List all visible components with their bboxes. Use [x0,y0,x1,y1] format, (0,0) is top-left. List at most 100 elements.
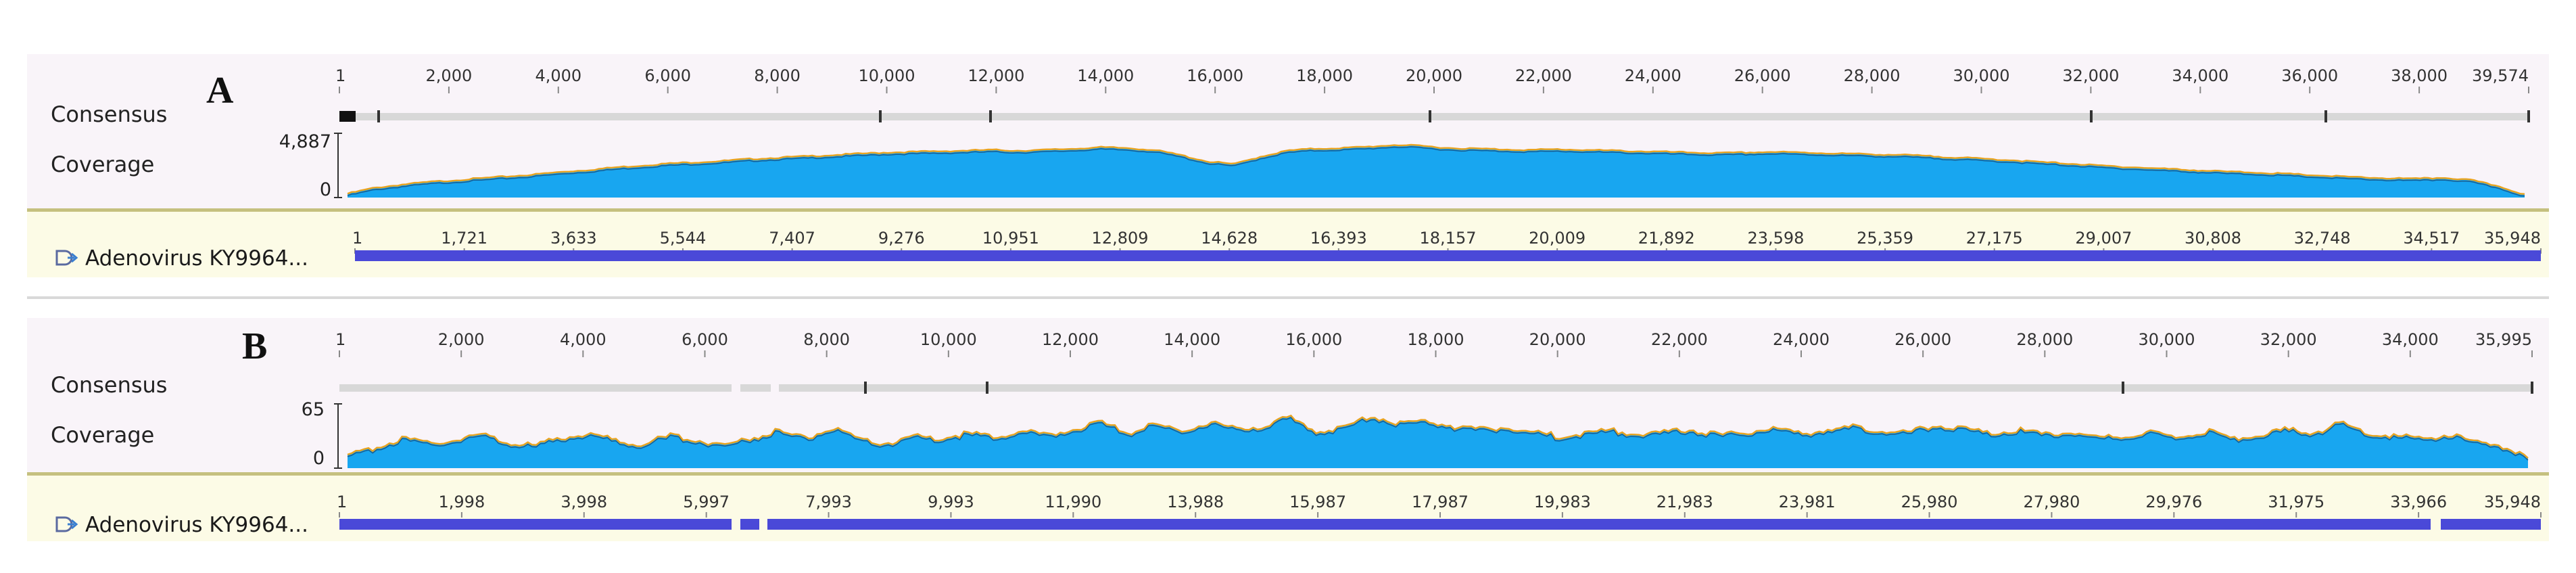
panel-a-ruler-label: 16,000 [1187,66,1243,85]
panel-b-consensus-label: Consensus [51,372,168,398]
panel-b-ruler-label: 18,000 [1408,330,1464,349]
panel-a-reference-ruler-label: 20,009 [1529,229,1585,248]
panel-a-reference-ruler-label: 7,407 [769,229,815,248]
panel-a-ruler-label: 38,000 [2391,66,2448,85]
panel-a-consensus-mark [989,110,992,122]
panel-b-reference-ruler-label: 1,998 [439,492,485,511]
panel-a-reference-ruler-label: 25,359 [1857,229,1913,248]
panel-a-reference-ruler-label: 32,748 [2294,229,2351,248]
panel-b-reference-ruler-label: 11,990 [1045,492,1101,511]
panel-a-reference-ruler-label: 35,948 [2484,229,2541,248]
panel-b-ruler-label: 30,000 [2139,330,2195,349]
panel-b-consensus-gap [732,384,740,392]
panel-b-consensus-mark [864,382,867,394]
panel-a-coverage-outline [347,143,2525,195]
panel-a-consensus-mark [2527,110,2530,122]
panel-b-consensus-mark [2122,382,2124,394]
panel-b-coverage-area [348,415,2528,468]
panel-b-reference-ruler-label: 29,976 [2145,492,2202,511]
panel-a-tracks: 1 2,000 4,000 6,000 8,000 10,000 12,000 14,000 1… [334,66,2542,261]
panel-a-reference-ruler-label: 27,175 [1966,229,2023,248]
panel-a-reference-ruler-label: 29,007 [2075,229,2132,248]
panel-b-reference-ruler-label: 25,980 [1901,492,1958,511]
panel-b-reference-bar [339,519,2541,530]
panel-a-ruler-label: 28,000 [1844,66,1901,85]
panel-a-ruler-label: 20,000 [1406,66,1462,85]
panel-b-tracks: 1 2,000 4,000 6,000 8,000 10,000 12,000 14,000 1… [334,330,2542,530]
panel-b-ruler-label: 24,000 [1773,330,1830,349]
panel-a-ruler-label: 34,000 [2172,66,2228,85]
panel-a-reference-ruler-label: 1 [352,229,362,248]
panel-a-letter: A [206,70,234,112]
panel-b-coverage-edge [347,417,2529,461]
panel-a-ruler-label: 12,000 [968,66,1024,85]
panel-a-consensus-mark [1429,110,1431,122]
panel-a-reference-ruler-label: 12,809 [1092,229,1149,248]
panel-b-ruler-label: 26,000 [1894,330,1951,349]
panel-b-ruler-label: 12,000 [1042,330,1099,349]
panel-a-consensus-bar [339,113,2529,120]
panel-a-reference-band [27,212,2549,277]
panel-a-reference-ruler-label: 1,721 [441,229,487,248]
panel-a-consensus-label: Consensus [51,101,168,127]
panel-b-consensus-mark [986,382,988,394]
panel-a: A Consensus Coverage 4,887 0 Adenovirus … [27,54,2549,277]
panel-a-reference-ruler-label: 21,892 [1638,229,1695,248]
panel-a-reference-name[interactable]: Adenovirus KY9964... [85,246,308,271]
panel-b-ruler-label: 16,000 [1285,330,1342,349]
panel-b-ruler-label: 20,000 [1529,330,1586,349]
panel-b-reference-ruler-label: 35,948 [2484,492,2541,511]
panel-b-ruler-label: 2,000 [438,330,485,349]
panel-a-reference-ruler-label: 9,276 [878,229,925,248]
panel-a-reference-ruler-label: 14,628 [1201,229,1258,248]
panel-a-reference-ruler-label: 16,393 [1310,229,1367,248]
panel-b-coverage-label: Coverage [51,422,155,448]
panel-a-ruler-label: 6,000 [644,66,691,85]
panel-b-reference-name[interactable]: Adenovirus KY9964... [85,513,308,537]
panel-a-reference-ruler-label: 5,544 [660,229,707,248]
panel-b-ruler-label: 34,000 [2382,330,2439,349]
panel-a-consensus-mark [879,110,882,122]
panel-b-reference-ruler-label: 33,966 [2390,492,2447,511]
panel-b-ruler-label: 1 [335,330,345,349]
panel-b-reference-ruler-label: 13,988 [1167,492,1224,511]
panel-b-separator [27,472,2549,476]
panel-b-ruler-label: 35,995 [2475,330,2532,349]
reference-sequence-icon[interactable] [55,516,78,534]
panel-a-ruler-label: 36,000 [2281,66,2338,85]
panel-b-coverage-max: 65 [301,399,325,420]
panel-a-ruler-label: 24,000 [1625,66,1681,85]
panel-a-ruler-label: 8,000 [754,66,801,85]
panel-a-ruler-label: 4,000 [535,66,581,85]
panel-a-ruler-label: 1 [335,66,345,85]
panel-b-reference-ruler-label: 21,983 [1656,492,1713,511]
panel-b-ruler-label: 8,000 [803,330,850,349]
panel-a-ruler-label: 14,000 [1077,66,1134,85]
panel-a-coverage-max: 4,887 [279,131,331,152]
panel-b-coverage-min: 0 [312,448,325,469]
panel-a-reference-bar [355,250,2541,261]
panel-b-reference-gap [759,518,767,530]
panel-a-reference-ruler-label: 3,633 [550,229,597,248]
panel-a-coverage-edge [347,146,2525,197]
panel-a-reference-ruler-label: 23,598 [1747,229,1804,248]
panel-b-reference-band [27,476,2549,541]
panel-b-reference-ruler-label: 15,987 [1289,492,1346,511]
panel-b-ruler-label: 6,000 [682,330,728,349]
panel-b-reference-ruler-label: 23,981 [1779,492,1836,511]
panel-a-ruler-label: 30,000 [1953,66,2010,85]
panel-b-reference-gap [2431,518,2441,530]
panel-b-ruler-label: 22,000 [1651,330,1708,349]
panel-b-reference-ruler-label: 9,993 [928,492,974,511]
panel-a-coverage-label: Coverage [51,152,155,177]
panel-a-ruler-label: 26,000 [1734,66,1791,85]
panel-b-reference-gap [732,518,740,530]
panel-a-coverage-min: 0 [319,179,331,200]
panel-b-ruler-label: 4,000 [560,330,606,349]
reference-sequence-icon[interactable] [55,250,78,267]
panel-a-consensus-mark [2324,110,2327,122]
panel-a-ruler-label: 10,000 [859,66,915,85]
panel-b-reference-ruler-label: 19,983 [1534,492,1591,511]
panel-b: B Consensus Coverage 65 0 Adenovirus KY9… [27,318,2549,541]
panel-b-reference-ruler-label: 17,987 [1412,492,1469,511]
